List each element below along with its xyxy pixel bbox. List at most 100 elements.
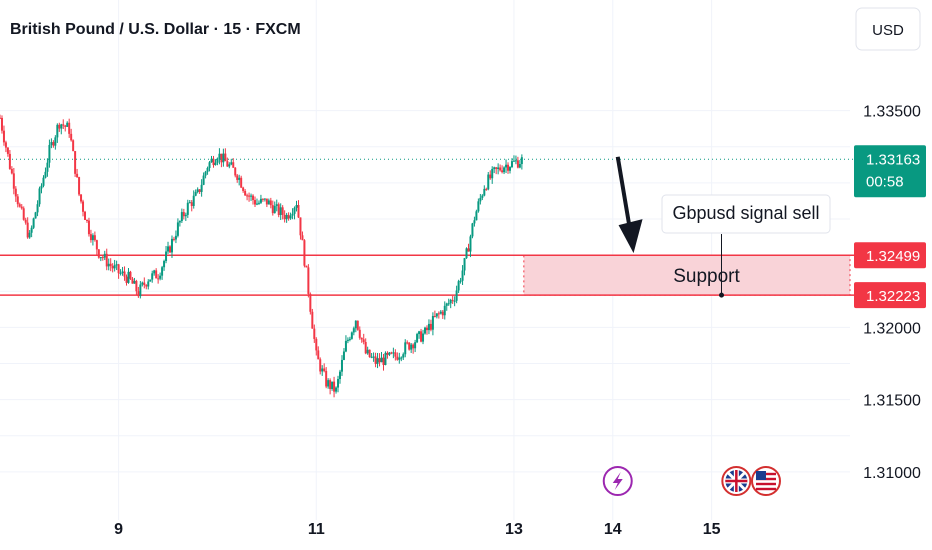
candle-body: [40, 185, 43, 189]
currency-button[interactable]: USD: [855, 7, 921, 51]
current-price-badge-text: 00:58: [866, 173, 904, 190]
candle-body: [56, 124, 59, 138]
lightning-icon: [602, 466, 633, 496]
candle-body: [305, 265, 308, 268]
candle-body: [352, 328, 355, 333]
callout-box: [661, 194, 831, 234]
candle-body: [437, 313, 440, 315]
candle-body: [354, 320, 357, 329]
candle-body: [196, 189, 199, 192]
candle-body: [214, 162, 217, 166]
resistance-badge-bg: [854, 242, 926, 269]
candle-body: [32, 218, 35, 228]
candle-body: [87, 220, 90, 235]
candle-body: [180, 212, 183, 222]
candle-body: [101, 257, 104, 259]
candle-body: [198, 189, 201, 192]
candle-body: [20, 206, 23, 209]
candle-body: [510, 161, 513, 168]
candle-body: [54, 137, 57, 146]
candle-body: [242, 187, 245, 191]
resistance-badge: 1.32499: [854, 242, 926, 269]
candle-body: [368, 349, 371, 358]
candle-body: [471, 223, 474, 237]
uk-flag-icon: [721, 466, 752, 496]
candle-body: [507, 164, 510, 171]
candle-body: [188, 202, 191, 204]
candle-body: [167, 246, 170, 252]
candle-body: [317, 350, 320, 360]
candle-body: [176, 222, 179, 236]
candle-body: [299, 217, 302, 236]
price-badges: 1.33163 00:58 1.32499 1.32223: [854, 145, 926, 309]
candle-body: [38, 188, 41, 205]
candle-body: [497, 167, 500, 170]
candle-body: [190, 202, 193, 206]
candle-body: [404, 342, 407, 355]
candle-body: [335, 387, 338, 392]
candle-body: [257, 202, 260, 204]
candle-body: [382, 357, 385, 365]
candle-body: [220, 153, 223, 163]
candle-body: [520, 157, 523, 165]
candle-body: [307, 267, 310, 294]
candle-body: [301, 235, 304, 241]
candle-body: [216, 159, 219, 163]
candle-body: [149, 279, 152, 282]
candle-body: [356, 320, 359, 330]
candle-body: [505, 164, 508, 168]
candle-body: [62, 124, 65, 126]
candle-body: [44, 171, 47, 178]
candle-body: [60, 124, 63, 129]
sell-arrow-head: [618, 219, 643, 254]
candle-body: [68, 122, 71, 134]
candle-body: [275, 204, 278, 206]
candle-body: [501, 170, 504, 173]
candle-body: [151, 273, 154, 280]
candle-body: [12, 173, 15, 189]
us-flag-icon: [750, 466, 781, 496]
candle-body: [224, 153, 227, 162]
candle-body: [46, 162, 49, 172]
candle-body: [396, 356, 399, 360]
candle-body: [6, 147, 9, 154]
support-zone-layer: Support: [0, 254, 854, 296]
candle-body: [422, 333, 425, 342]
candle-body: [263, 198, 266, 200]
candle-body: [370, 356, 373, 358]
candle-body: [127, 271, 130, 283]
candle-body: [95, 240, 98, 250]
candle-body: [64, 125, 67, 127]
candle-body: [362, 339, 365, 343]
candle-body: [386, 352, 389, 355]
time-axis[interactable]: 9 11 13 14 15: [114, 521, 720, 538]
candle-body: [48, 144, 51, 163]
candle-body: [394, 352, 397, 357]
candle-body: [117, 264, 120, 274]
candle-body: [66, 122, 69, 127]
candle-body: [10, 168, 13, 174]
price-axis[interactable]: 1.33500 1.32000 1.31500 1.31000: [863, 104, 921, 482]
candle-body: [360, 337, 363, 340]
candle-body: [469, 236, 472, 252]
event-markers: [602, 466, 781, 496]
candle-body: [0, 117, 1, 119]
candle-body: [137, 291, 140, 297]
candle-body: [325, 370, 328, 387]
candle-body: [313, 328, 316, 339]
candle-body: [323, 368, 326, 371]
candle-body: [416, 334, 419, 343]
candle-body: [141, 282, 144, 285]
y-tick-label: 1.31000: [863, 465, 921, 482]
candle-body: [139, 284, 142, 297]
candle-body: [499, 167, 502, 171]
candle-body: [408, 342, 411, 350]
y-tick-label: 1.33500: [863, 104, 921, 121]
candle-body: [70, 133, 73, 141]
candle-body: [427, 323, 430, 331]
candle-body: [194, 191, 197, 196]
candle-body: [105, 253, 108, 267]
candle-body: [451, 299, 454, 301]
candle-body: [145, 285, 148, 287]
candle-body: [376, 358, 379, 364]
